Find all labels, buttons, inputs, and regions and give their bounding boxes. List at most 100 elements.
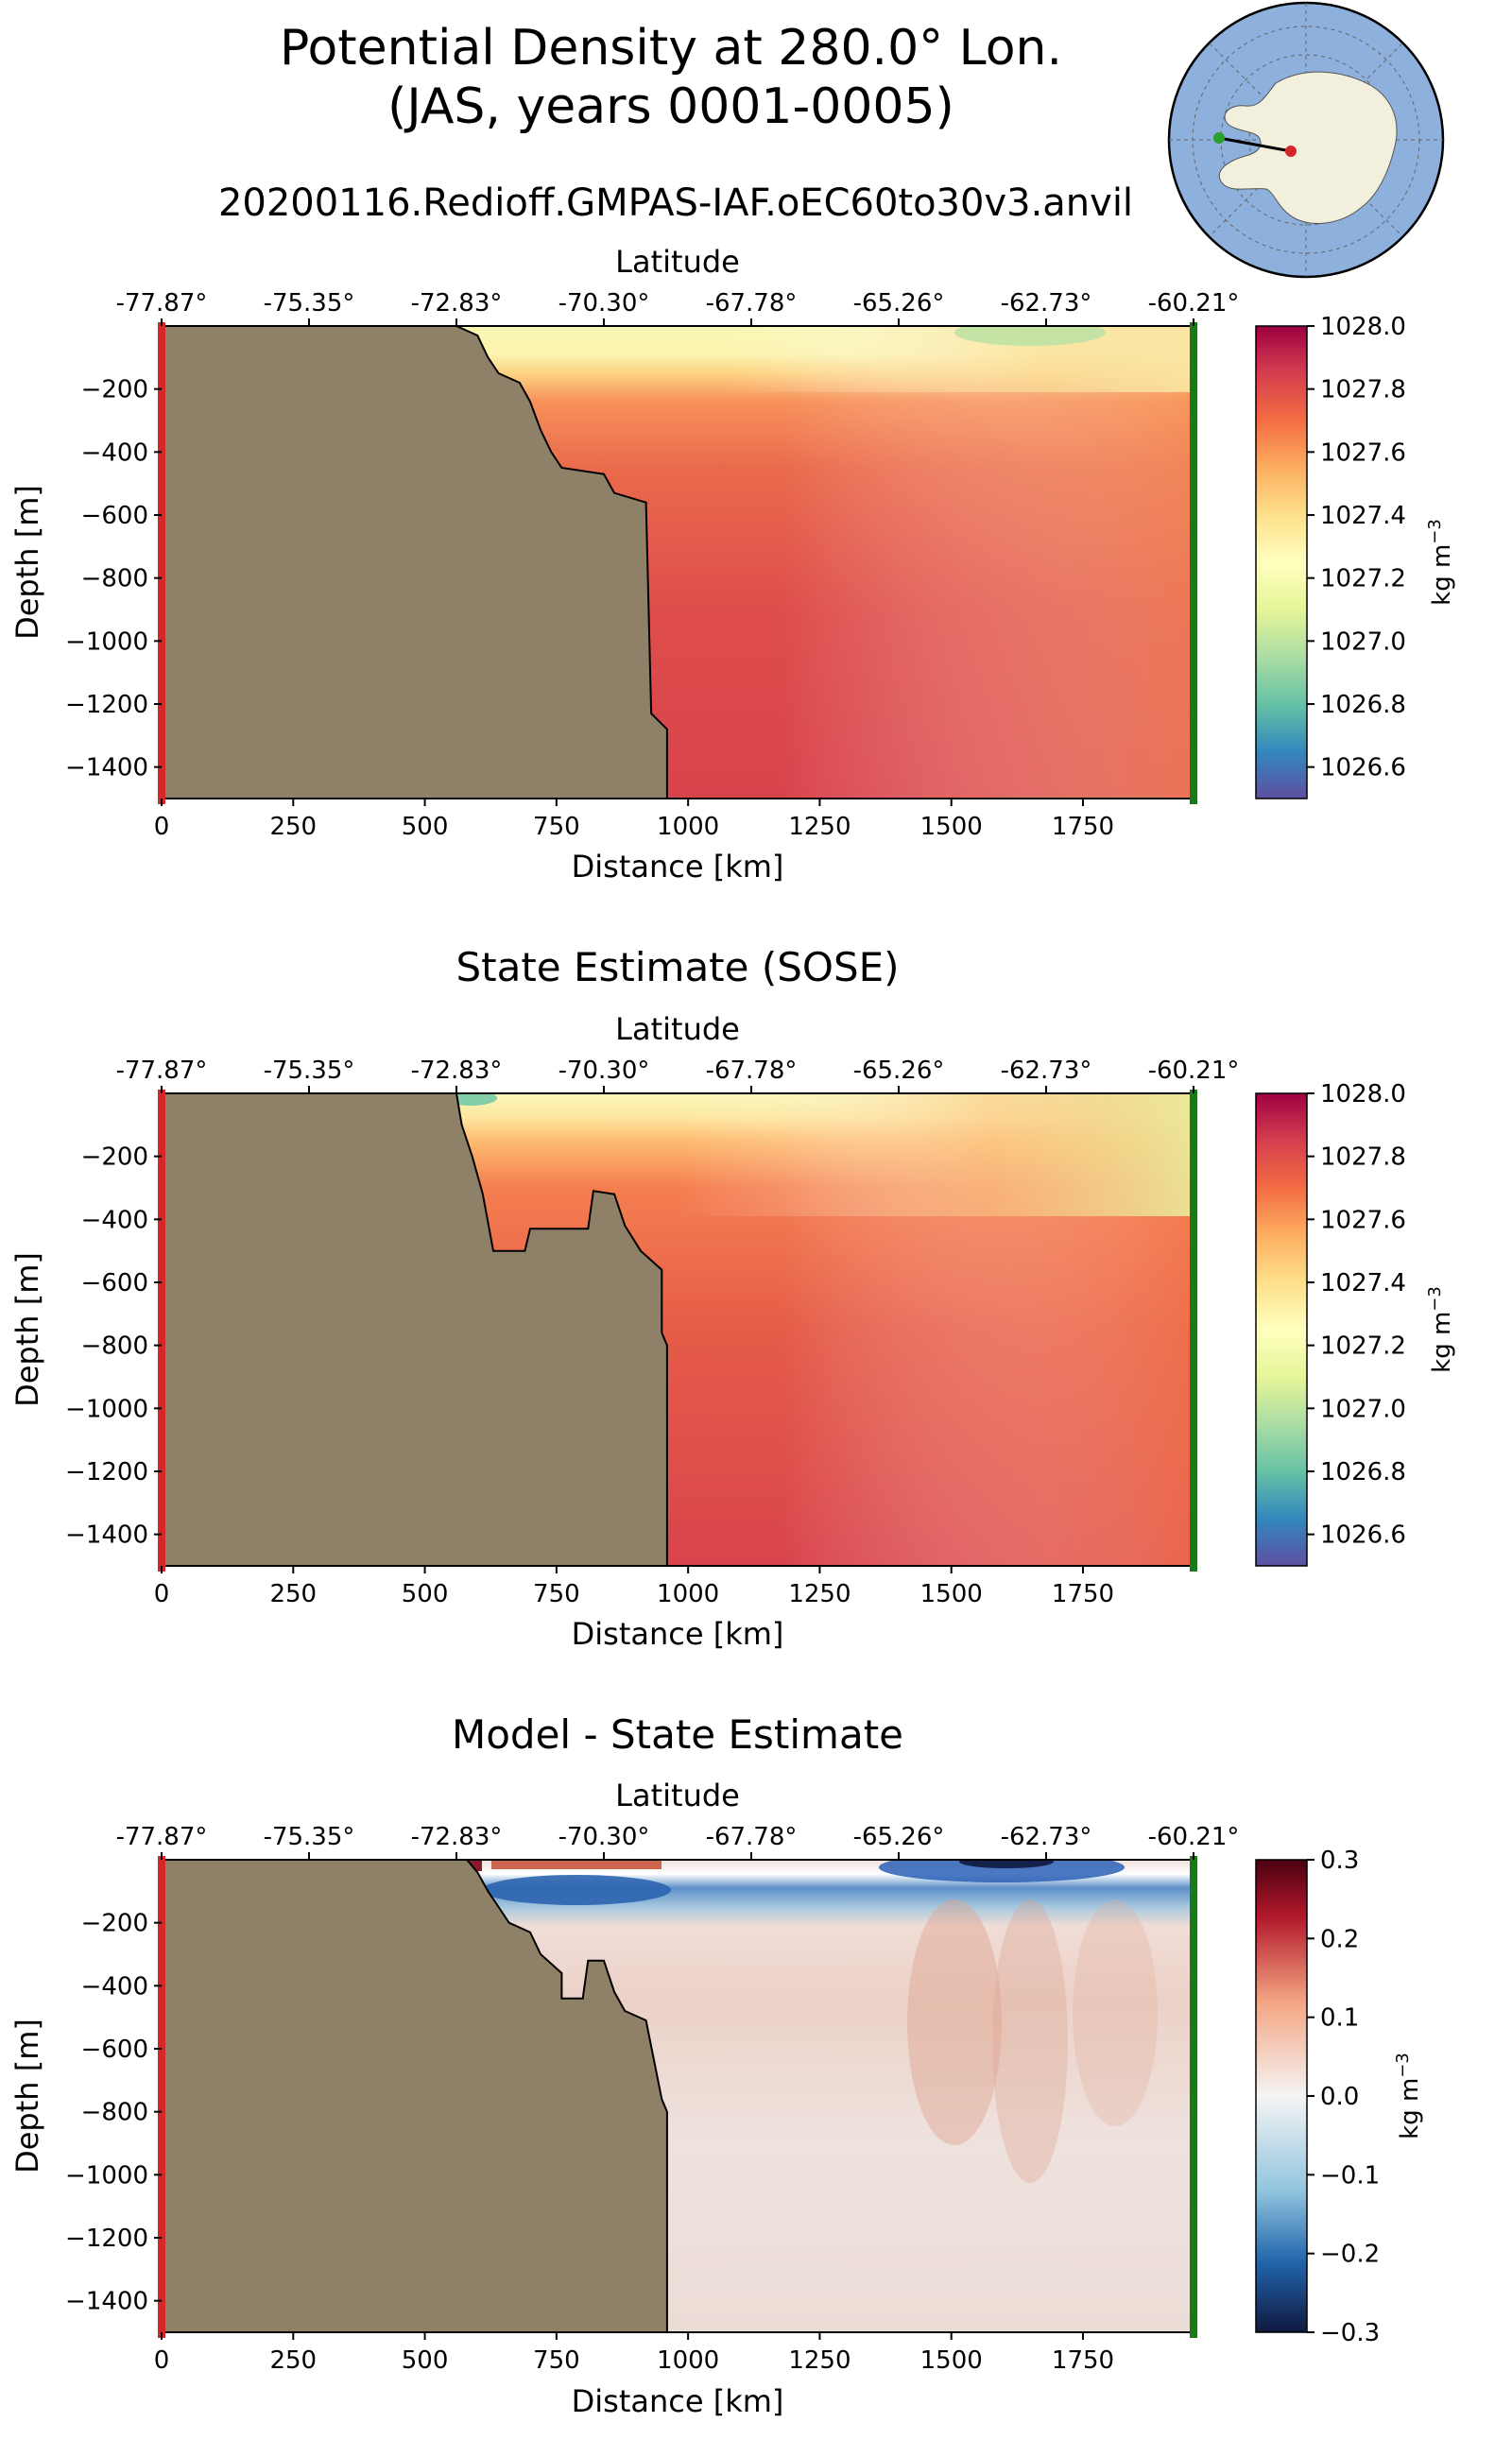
figure-title-line2: (JAS, years 0001-0005) [387,78,954,135]
panel-3-start-marker [158,1856,165,2338]
panel-3-lattick-label: -60.21° [1148,1823,1240,1851]
panel-1-lattick-label: -62.73° [1001,289,1092,318]
panel-3-colorbar-tick-label: 0.1 [1320,2004,1359,2033]
transect-line [1218,136,1292,153]
panel-3-ytick-label: −1400 [65,2288,148,2316]
panel-2-title: State Estimate (SOSE) [455,944,899,990]
transect-end-point [1285,146,1297,157]
panel-2-colorbar-tick-label: 1027.0 [1320,1395,1406,1423]
panel-1-ytick-label: −400 [81,438,148,467]
panel-2-xtick-label: 1250 [788,1580,850,1608]
panel-3-lattick-label: -62.73° [1001,1823,1092,1851]
panel-1-top-xlabel: Latitude [615,244,740,280]
panel-2-ytick-label: −400 [81,1206,148,1234]
panel-1-ylabel: Depth [m] [9,485,45,640]
panel-3-colorbar-tick-label: 0.2 [1320,1925,1359,1953]
panel-3-colorbar-tick-label: 0.0 [1320,2083,1359,2111]
panel-3-xtick-label: 500 [402,2346,449,2375]
panel-2-ylabel: Depth [m] [9,1252,45,1407]
panel-1-lattick-label: -65.26° [853,289,945,318]
panel-2-ytick-label: −1400 [65,1521,148,1550]
panel-sose: State Estimate (SOSE) 0 250 500 750 1000 1250… [9,944,1456,1652]
figure-subtitle: 20200116.Redioff.GMPAS-IAF.oEC60to30v3.a… [218,181,1133,225]
panel-2-xtick-label: 0 [154,1580,170,1608]
panel-1-lattick-label: -67.78° [706,289,798,318]
panel-2-colorbar-tick-label: 1026.6 [1320,1521,1406,1550]
panel-3-xtick-label: 1000 [657,2346,719,2375]
panel-3-end-marker [1190,1856,1197,2338]
panel-2-colorbar [1255,1092,1308,1567]
panel-1-ytick-label: −1400 [65,754,148,782]
panel-1-colorbar-tick-label: 1027.8 [1320,376,1406,404]
panel-1-ytick-label: −600 [81,502,148,530]
panel-2-xtick-label: 250 [269,1580,317,1608]
panel-3-colorbar [1255,1859,1308,2333]
panel-1-colorbar-tick-label: 1027.4 [1320,502,1406,530]
panel-3-positive-surface-band [491,1860,662,1869]
panel-3-field [162,1860,1194,2332]
panel-1-xtick-label: 1500 [920,813,983,841]
panel-3-lattick-label: -75.35° [264,1823,355,1851]
panel-3-land [162,1860,668,2332]
panel-2-ytick-label: −200 [81,1143,148,1172]
panel-3-colorbar-tick-label: −0.2 [1320,2241,1380,2269]
transect-start-point [1213,132,1225,144]
panel-1-colorbar-tick-label: 1027.2 [1320,565,1406,593]
panel-1-lattick-label: -77.87° [116,289,208,318]
panel-1-colorbar-tick-label: 1027.0 [1320,627,1406,656]
panel-2-colorbar-tick-label: 1027.2 [1320,1332,1406,1361]
panel-3-xlabel: Distance [km] [572,2383,784,2419]
panel-2-xlabel: Distance [km] [572,1616,784,1652]
panel-2-lattick-label: -75.35° [264,1057,355,1085]
panel-2-colorbar-tick-label: 1027.6 [1320,1206,1406,1234]
panel-1-colorbar [1255,325,1308,799]
panel-3-xtick-label: 1750 [1052,2346,1114,2375]
panel-3-colorbar-tick-label: 0.3 [1320,1847,1359,1875]
panel-1-xtick-label: 0 [154,813,170,841]
panel-3-xtick-label: 750 [533,2346,580,2375]
inset-map [1167,1,1445,279]
panel-1-lattick-label: -70.30° [558,289,650,318]
panel-3-negative-shelf-patch [482,1875,671,1905]
panel-2-ytick-label: −1200 [65,1458,148,1486]
panel-2-top-xlabel: Latitude [615,1011,740,1047]
panel-2-colorbar-tick-label: 1026.8 [1320,1458,1406,1486]
panel-3-ytick-label: −1000 [65,2161,148,2190]
panel-3-ytick-label: −800 [81,2099,148,2127]
panel-2-ytick-label: −800 [81,1332,148,1361]
panel-2-start-marker [158,1090,165,1572]
panel-3-lattick-label: -67.78° [706,1823,798,1851]
panel-3-ylabel: Depth [m] [9,2019,45,2174]
panel-1-ytick-label: −200 [81,376,148,404]
panel-2-xtick-label: 1750 [1052,1580,1114,1608]
panel-3-title: Model - State Estimate [452,1711,903,1758]
figure-title-line1: Potential Density at 280.0° Lon. [280,20,1062,77]
panel-1-lattick-label: -75.35° [264,289,355,318]
panel-3-colorbar-tick-label: −0.1 [1320,2161,1380,2190]
panel-model: 0 250 500 750 1000 1250 1500 1750 −200 −400 −600 −… [9,244,1456,885]
panel-2-colorbar-tick-label: 1027.8 [1320,1143,1406,1172]
panel-1-xtick-label: 1750 [1052,813,1114,841]
panel-3-ytick-label: −400 [81,1972,148,2001]
panel-1-land [162,326,668,799]
panel-2-xtick-label: 500 [402,1580,449,1608]
panel-3-colorbar-tick-label: −0.3 [1320,2319,1380,2347]
panel-2-lattick-label: -70.30° [558,1057,650,1085]
antarctica-shape [1218,71,1398,224]
panel-2-colorbar-label: kg m−3 [1425,1286,1456,1373]
panel-2-land [162,1093,668,1566]
panel-3-ytick-label: −200 [81,1910,148,1938]
panel-3-lattick-label: -72.83° [411,1823,503,1851]
panel-3-ytick-label: −1200 [65,2225,148,2253]
panel-2-lattick-label: -60.21° [1148,1057,1240,1085]
panel-2-lattick-label: -72.83° [411,1057,503,1085]
panel-1-ytick-label: −800 [81,565,148,593]
panel-1-field [162,326,1194,799]
panel-1-fresh-surface-patch [954,326,1106,346]
panel-1-xtick-label: 500 [402,813,449,841]
panel-2-colorbar-tick-label: 1027.4 [1320,1269,1406,1297]
panel-difference: Model - State Estimate 0 250 500 750 1000 125… [9,1711,1424,2419]
panel-1-colorbar-tick-label: 1027.6 [1320,438,1406,467]
panel-1-start-marker [158,322,165,804]
